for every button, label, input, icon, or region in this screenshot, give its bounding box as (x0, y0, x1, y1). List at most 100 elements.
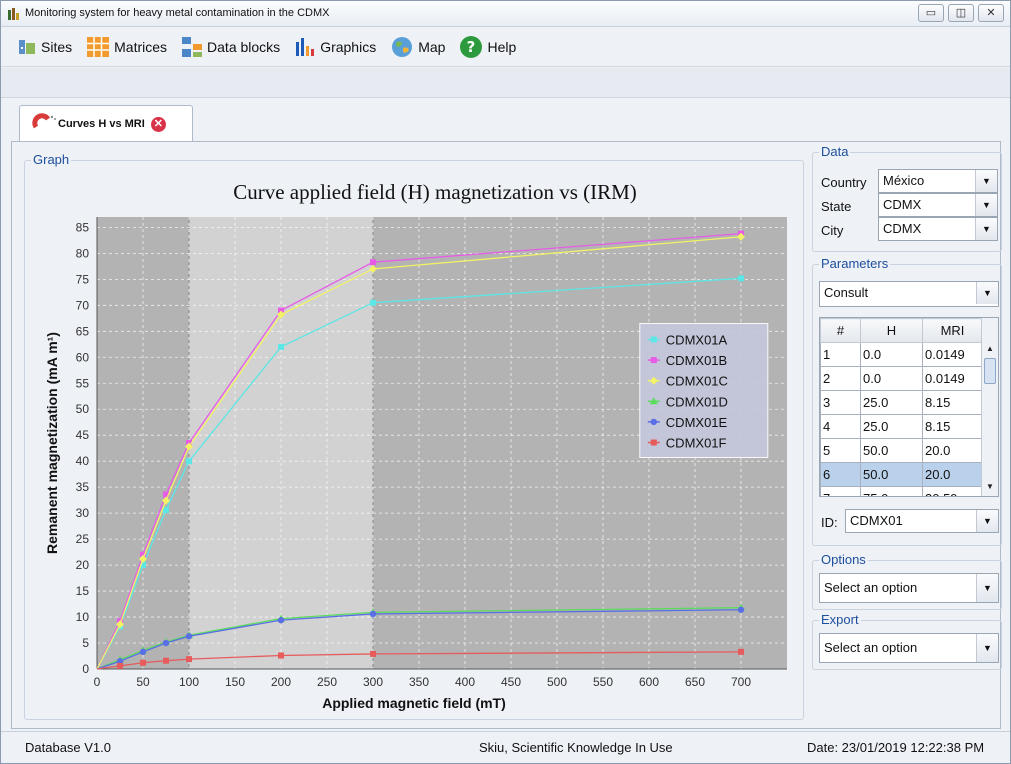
table-row[interactable]: 3 25.0 8.15 (820, 390, 983, 415)
menu-graphics[interactable]: Graphics (294, 36, 376, 58)
chevron-down-icon: ▼ (975, 194, 997, 216)
help-icon: ? (460, 35, 483, 58)
options-select[interactable]: Select an option ▼ (819, 573, 999, 603)
cell-mri: 8.15 (922, 390, 983, 415)
tab-close-icon[interactable]: ✕ (150, 116, 166, 132)
cell-mri: 0.0149 (922, 342, 983, 367)
table-row[interactable]: 5 50.0 20.0 (820, 438, 983, 463)
table-row[interactable]: 2 0.0 0.0149 (820, 366, 983, 391)
data-point-cdmx01a (186, 458, 192, 465)
data-point-cdmx01a (738, 275, 744, 282)
data-blocks-icon (182, 36, 203, 57)
id-label: ID: (821, 515, 838, 530)
cell-h: 0.0 (860, 342, 923, 367)
city-value: CDMX (883, 221, 922, 236)
window-title: Monitoring system for heavy metal contam… (25, 7, 330, 19)
data-point-cdmx01f (186, 656, 192, 663)
col-header-index[interactable]: # (820, 318, 861, 343)
scroll-thumb[interactable] (984, 358, 996, 384)
col-header-h[interactable]: H (860, 318, 923, 343)
close-window-button[interactable]: ✕ (978, 4, 1004, 22)
cell-mri: 20.0 (922, 438, 983, 463)
city-label: City (821, 223, 844, 238)
id-select[interactable]: CDMX01 ▼ (845, 509, 999, 533)
menu-sites[interactable]: Sites (17, 37, 72, 57)
options-panel-title: Options (819, 552, 868, 567)
legend-box (639, 323, 769, 459)
city-select[interactable]: CDMX ▼ (878, 217, 998, 241)
cell-mri: 8.15 (922, 414, 983, 439)
y-axis-label: Remanent magnetization (mA m¹) (44, 332, 60, 554)
x-tick-label: 500 (547, 675, 567, 689)
menu-matrices[interactable]: Matrices (86, 36, 167, 58)
cell-h: 75.0 (860, 486, 923, 496)
tab-curves[interactable]: Curves H vs MRI ✕ (19, 105, 193, 142)
menu-help[interactable]: ? Help (459, 35, 516, 59)
x-tick-label: 450 (501, 675, 521, 689)
cell-h: 0.0 (860, 366, 923, 391)
title-bar: Monitoring system for heavy metal contam… (1, 1, 1010, 27)
legend-marker (650, 357, 657, 364)
y-tick-label: 50 (76, 402, 90, 416)
x-tick-label: 150 (225, 675, 245, 689)
cell-index: 7 (820, 486, 861, 496)
data-point-cdmx01a (163, 507, 169, 514)
app-icon (8, 8, 19, 20)
id-value: CDMX01 (850, 513, 903, 528)
export-select[interactable]: Select an option ▼ (819, 633, 999, 663)
x-tick-label: 600 (639, 675, 659, 689)
table-scrollbar[interactable]: ▲ ▼ (981, 318, 998, 496)
restore-button[interactable]: ◫ (948, 4, 974, 22)
table-row[interactable]: 4 25.0 8.15 (820, 414, 983, 439)
minimize-button[interactable]: ▭ (918, 4, 944, 22)
table-row[interactable]: 6 50.0 20.0 (820, 462, 983, 487)
y-tick-label: 15 (76, 584, 90, 598)
y-tick-label: 80 (76, 246, 90, 260)
data-point-cdmx01c (369, 264, 377, 273)
y-tick-label: 65 (76, 324, 90, 338)
export-panel-title: Export (819, 612, 861, 627)
chevron-down-icon: ▼ (976, 634, 998, 662)
menu-map[interactable]: Map (390, 35, 445, 59)
menu-data-blocks[interactable]: Data blocks (181, 36, 280, 58)
menu-help-label: Help (487, 38, 517, 55)
data-point-cdmx01e (116, 658, 124, 665)
scroll-down-icon[interactable]: ▼ (986, 482, 994, 491)
series-line-cdmx01d (96, 607, 742, 670)
y-tick-label: 55 (76, 376, 90, 390)
x-tick-label: 550 (593, 675, 613, 689)
tab-label: Curves H vs MRI (58, 118, 145, 130)
consult-select[interactable]: Consult ▼ (819, 281, 999, 307)
col-header-mri[interactable]: MRI (922, 318, 983, 343)
state-select[interactable]: CDMX ▼ (878, 193, 998, 217)
x-tick-label: 50 (136, 675, 150, 689)
parameters-table[interactable]: # H MRI 1 0.0 0.0149 2 0.0 0.0149 3 25.0 8.15 4 25… (819, 317, 999, 497)
data-point-cdmx01b (370, 259, 376, 266)
data-point-cdmx01f (117, 662, 123, 669)
data-point-cdmx01e (162, 639, 170, 647)
cell-h: 50.0 (860, 438, 923, 463)
legend-label: CDMX01B (666, 353, 727, 368)
chevron-down-icon: ▼ (976, 282, 998, 304)
y-tick-label: 40 (76, 454, 90, 468)
data-point-cdmx01b (278, 307, 284, 314)
data-panel-title: Data (819, 144, 851, 159)
plot-band (189, 217, 373, 669)
y-tick-label: 30 (76, 506, 90, 520)
x-tick-label: 350 (409, 675, 429, 689)
cell-index: 2 (820, 366, 861, 391)
parameters-panel: Parameters Consult ▼ # H MRI 1 0.0 0.0149 2… (812, 256, 1002, 546)
cell-mri: 20.0 (922, 462, 983, 487)
table-row[interactable]: 1 0.0 0.0149 (820, 342, 983, 367)
y-tick-label: 75 (76, 272, 90, 286)
table-row[interactable]: 775.030.59 (820, 486, 983, 496)
state-label: State (821, 199, 852, 214)
y-tick-label: 85 (76, 220, 90, 234)
country-select[interactable]: México ▼ (878, 169, 998, 193)
legend-marker (650, 336, 657, 343)
x-tick-label: 650 (685, 675, 705, 689)
country-value: México (883, 173, 925, 188)
scroll-up-icon[interactable]: ▲ (986, 344, 994, 353)
legend-label: CDMX01D (666, 394, 728, 409)
export-panel: Export Select an option ▼ (812, 612, 1002, 670)
